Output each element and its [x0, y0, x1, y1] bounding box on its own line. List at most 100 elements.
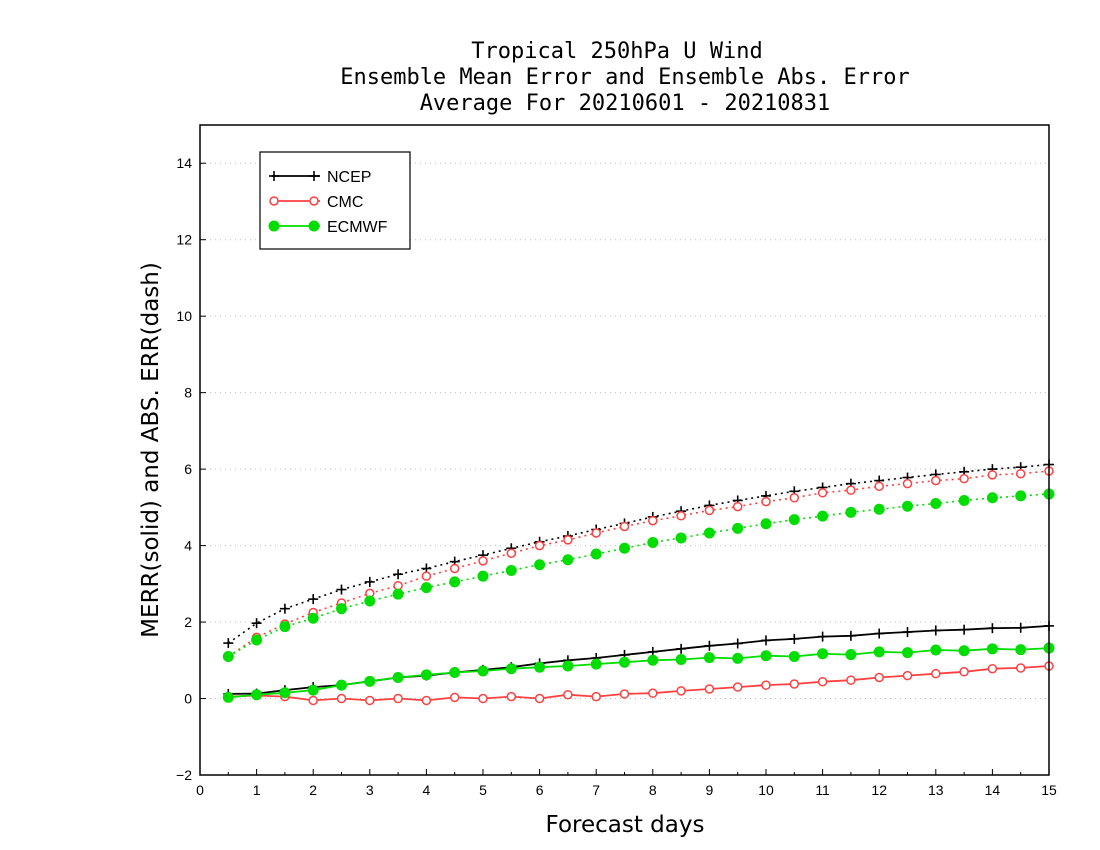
data-point-circle — [931, 475, 941, 486]
data-point-circle — [931, 668, 941, 679]
data-point-dot — [958, 645, 970, 657]
data-point-plus — [308, 594, 319, 605]
x-tick-label: 2 — [309, 782, 317, 798]
data-point-plus — [987, 623, 998, 634]
data-point-circle — [761, 680, 771, 690]
data-point-dot — [336, 603, 347, 615]
data-point-circle — [648, 515, 658, 526]
data-point-circle — [393, 580, 403, 591]
data-point-dot — [449, 667, 461, 679]
legend-item-ncep: NCEP — [269, 169, 371, 186]
data-point-dot — [817, 510, 829, 522]
data-point-dot — [562, 554, 574, 566]
data-point-dot — [420, 669, 432, 681]
y-axis: −2 0 2 4 6 8 10 12 14 — [176, 155, 206, 783]
data-point-circle — [789, 493, 800, 503]
data-point-circle — [591, 691, 601, 702]
x-axis-label: Forecast days — [546, 812, 705, 838]
data-point-dot — [986, 643, 998, 655]
data-point-plus — [930, 625, 941, 636]
ncep-abs-err-series — [223, 459, 1054, 649]
data-point-plus — [789, 633, 800, 644]
data-point-circle — [449, 692, 460, 703]
data-point-circle — [534, 693, 545, 704]
data-point-circle — [449, 563, 460, 574]
legend-label: CMC — [327, 194, 363, 211]
y-tick-label: 8 — [184, 385, 192, 401]
data-point-plus — [269, 171, 279, 181]
x-axis: 0 1 2 3 4 5 6 7 8 9 10 11 12 13 14 15 — [196, 769, 1057, 798]
data-point-dot — [845, 506, 857, 518]
ncep-abs-err-line — [227, 463, 1050, 644]
data-point-plus — [279, 603, 290, 614]
chart-title: Tropical 250hPa U Wind Ensemble Mean Err… — [340, 39, 910, 116]
y-tick-label: −2 — [176, 767, 192, 783]
x-tick-label: 3 — [366, 782, 374, 798]
data-point-plus — [704, 640, 715, 651]
data-point-dot — [364, 595, 376, 607]
ecmwf-abs-err-series — [222, 488, 1055, 662]
data-point-circle — [732, 682, 743, 692]
data-point-circle — [506, 548, 517, 558]
data-point-dot — [505, 564, 517, 576]
data-point-plus — [223, 638, 234, 649]
data-point-dot — [336, 679, 347, 691]
data-point-dot — [392, 672, 404, 683]
data-point-dot — [958, 494, 970, 506]
x-tick-label: 5 — [479, 782, 487, 798]
data-point-circle — [308, 695, 318, 706]
x-tick-label: 15 — [1041, 782, 1057, 798]
ecmwf-merr-line — [228, 647, 1050, 699]
data-point-circle — [789, 679, 800, 689]
data-point-circle — [959, 667, 969, 677]
data-point-circle — [987, 470, 998, 480]
data-point-plus — [393, 569, 404, 580]
data-point-dot — [788, 514, 800, 526]
data-point-dot — [505, 663, 517, 675]
data-point-plus — [676, 643, 687, 654]
data-point-dot — [760, 650, 772, 662]
data-point-dot — [760, 518, 772, 530]
data-point-circle — [393, 693, 403, 704]
data-point-dot — [449, 576, 461, 588]
data-point-circle — [619, 521, 630, 532]
data-point-circle — [506, 691, 517, 702]
y-tick-label: 6 — [184, 461, 192, 477]
x-tick-label: 1 — [253, 782, 261, 798]
data-point-plus — [902, 627, 913, 637]
data-point-dot — [477, 570, 489, 582]
data-point-dot — [902, 500, 913, 512]
data-point-dot — [562, 660, 574, 672]
data-point-dot — [675, 532, 687, 544]
x-tick-label: 10 — [758, 782, 774, 798]
data-point-dot — [703, 652, 715, 664]
y-tick-label: 12 — [176, 232, 192, 248]
title-line-1: Tropical 250hPa U Wind — [471, 39, 762, 64]
data-point-circle — [1015, 468, 1026, 479]
data-point-circle — [959, 473, 969, 484]
x-tick-label: 8 — [649, 782, 657, 798]
data-point-dot — [986, 492, 998, 504]
data-point-plus — [845, 630, 856, 641]
data-point-dot — [619, 656, 630, 668]
y-tick-label: 0 — [184, 691, 192, 707]
data-point-circle — [336, 693, 347, 704]
data-point-circle — [846, 675, 856, 685]
series-area — [222, 459, 1055, 706]
data-point-plus — [1015, 622, 1026, 633]
data-point-dot — [732, 522, 744, 534]
x-tick-label: 11 — [815, 782, 830, 798]
data-point-circle — [591, 528, 601, 538]
ncep-merr-series — [223, 620, 1054, 699]
data-point-circle — [817, 676, 828, 687]
data-point-dot — [420, 582, 432, 594]
data-point-circle — [874, 672, 884, 683]
x-tick-label: 13 — [928, 782, 944, 798]
data-point-circle — [421, 571, 432, 581]
data-point-dot — [534, 559, 546, 571]
data-point-dot — [222, 691, 234, 703]
data-point-dot — [930, 498, 942, 510]
legend-item-ecmwf: ECMWF — [268, 219, 388, 236]
legend-item-cmc: CMC — [269, 194, 363, 211]
data-point-dot — [675, 654, 687, 666]
